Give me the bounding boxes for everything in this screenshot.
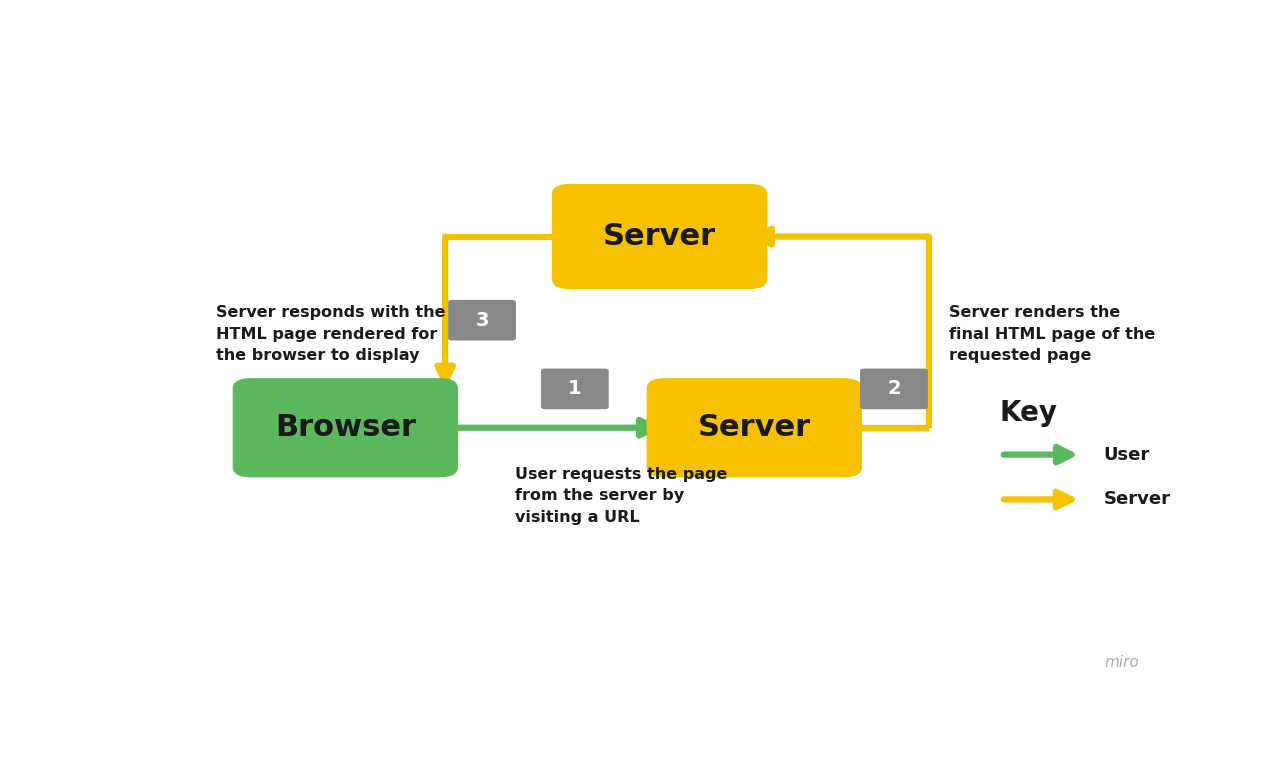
Text: Server: Server xyxy=(1103,490,1170,508)
Text: 1: 1 xyxy=(568,379,582,398)
FancyBboxPatch shape xyxy=(448,300,516,341)
FancyBboxPatch shape xyxy=(541,369,609,409)
FancyBboxPatch shape xyxy=(552,184,767,289)
Text: Server: Server xyxy=(604,222,716,251)
FancyBboxPatch shape xyxy=(646,378,862,477)
Text: Server responds with the
HTML page rendered for
the browser to display: Server responds with the HTML page rende… xyxy=(216,305,445,363)
FancyBboxPatch shape xyxy=(233,378,458,477)
Text: User requests the page
from the server by
visiting a URL: User requests the page from the server b… xyxy=(515,466,727,525)
Text: User: User xyxy=(1103,445,1149,463)
Text: 2: 2 xyxy=(887,379,901,398)
Text: Server renders the
final HTML page of the
requested page: Server renders the final HTML page of th… xyxy=(949,305,1156,363)
Text: Key: Key xyxy=(1000,399,1058,427)
Text: Server: Server xyxy=(698,414,811,442)
Text: 3: 3 xyxy=(475,310,489,330)
Text: Browser: Browser xyxy=(275,414,416,442)
Text: miro: miro xyxy=(1104,655,1139,670)
FancyBboxPatch shape xyxy=(860,369,928,409)
